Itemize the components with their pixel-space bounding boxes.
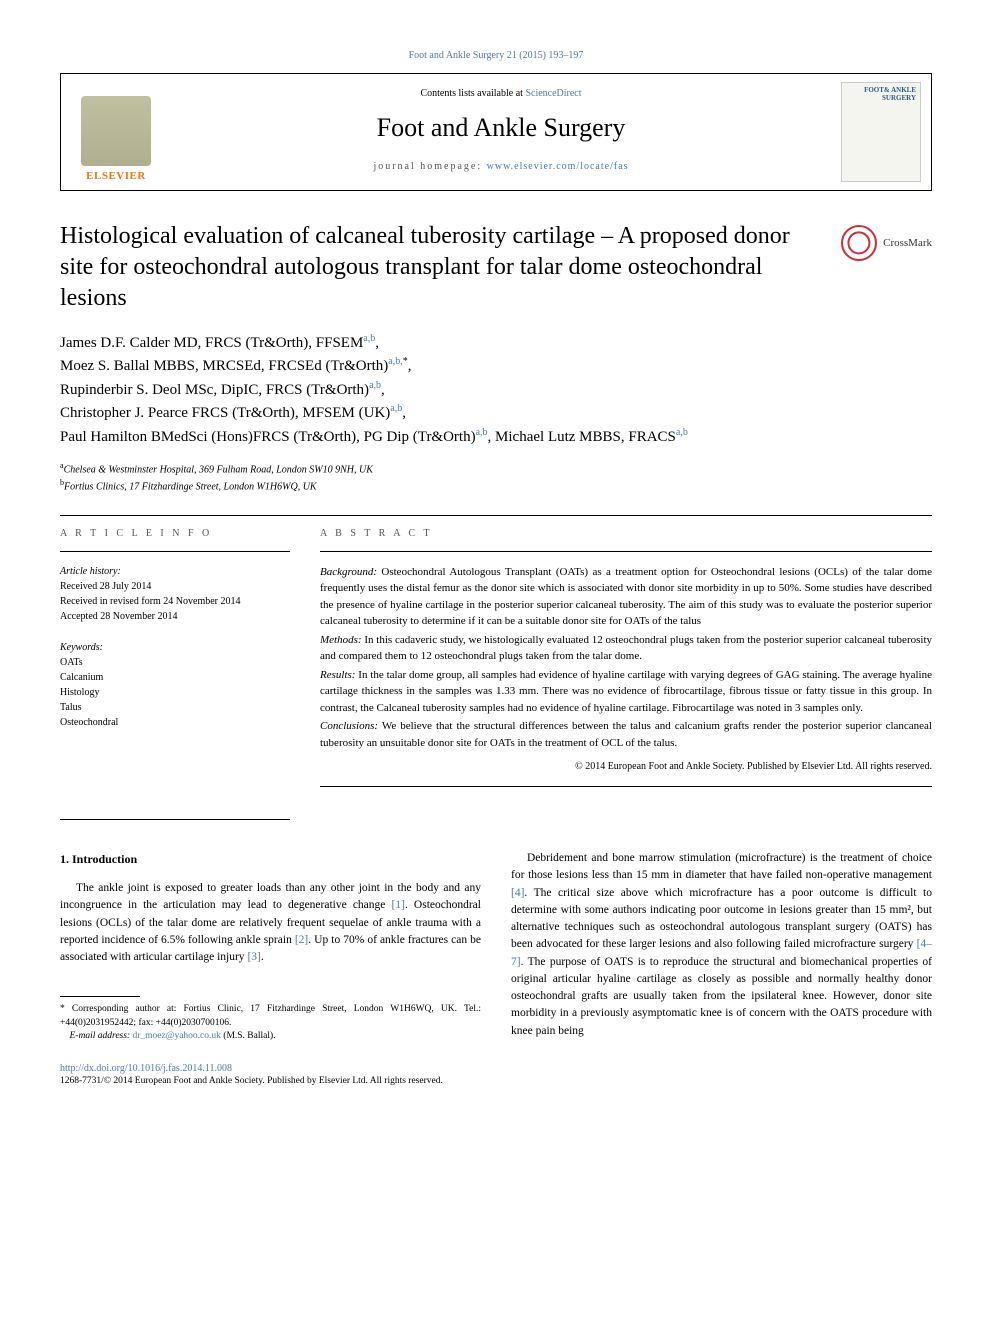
history-revised: Received in revised form 24 November 201…	[60, 594, 290, 609]
affiliations: aChelsea & Westminster Hospital, 369 Ful…	[60, 460, 932, 495]
email-suffix: (M.S. Ballal).	[221, 1031, 276, 1041]
author-4: Christopher J. Pearce FRCS (Tr&Orth), MF…	[60, 405, 390, 421]
body-text: Debridement and bone marrow stimulation …	[511, 852, 932, 881]
citation[interactable]: [3]	[247, 951, 260, 963]
corresponding-star: *	[403, 356, 408, 367]
keyword: Histology	[60, 685, 290, 700]
abstract-re-label: Results:	[320, 669, 355, 681]
publisher-logo-area: ELSEVIER	[61, 74, 171, 190]
author-6: Michael Lutz MBBS, FRACS	[495, 429, 676, 445]
divider	[320, 551, 932, 552]
contents-line: Contents lists available at ScienceDirec…	[181, 88, 821, 99]
elsevier-label: ELSEVIER	[86, 170, 146, 182]
abstract-header: A B S T R A C T	[320, 528, 932, 539]
sciencedirect-link[interactable]: ScienceDirect	[525, 88, 581, 99]
divider	[320, 786, 932, 787]
crossmark-icon	[841, 225, 877, 261]
divider	[60, 515, 932, 516]
footnote-separator	[60, 996, 140, 997]
author-3: Rupinderbir S. Deol MSc, DipIC, FRCS (Tr…	[60, 382, 369, 398]
author-4-aff: a,b	[390, 403, 402, 414]
abstract-co-text: We believe that the structural differenc…	[320, 720, 932, 749]
author-6-aff: a,b	[676, 427, 688, 438]
email-label: E-mail address:	[70, 1031, 133, 1041]
body-text: . The critical size above which microfra…	[511, 887, 932, 951]
citation[interactable]: [4]	[511, 887, 524, 899]
article-history: Article history: Received 28 July 2014 R…	[60, 564, 290, 624]
keyword: OATs	[60, 655, 290, 670]
body-column-right: Debridement and bone marrow stimulation …	[511, 850, 932, 1043]
history-received: Received 28 July 2014	[60, 579, 290, 594]
cover-thumb-title: FOOT& ANKLE SURGERY	[846, 87, 916, 102]
journal-cover-thumbnail: FOOT& ANKLE SURGERY	[841, 82, 921, 182]
homepage-link[interactable]: www.elsevier.com/locate/fas	[487, 161, 629, 172]
abstract-co-label: Conclusions:	[320, 720, 378, 732]
journal-reference: Foot and Ankle Surgery 21 (2015) 193–197	[60, 50, 932, 61]
crossmark-badge[interactable]: CrossMark	[841, 225, 932, 261]
header-center: Contents lists available at ScienceDirec…	[171, 74, 831, 190]
footnote-text: Corresponding author at: Fortius Clinic,…	[60, 1004, 481, 1027]
author-1-aff: a,b	[363, 333, 375, 344]
aff-b: Fortius Clinics, 17 Fitzhardinge Street,…	[64, 482, 317, 493]
author-3-aff: a,b	[369, 380, 381, 391]
article-title: Histological evaluation of calcaneal tub…	[60, 221, 821, 315]
history-label: Article history:	[60, 564, 290, 579]
keyword: Osteochondral	[60, 715, 290, 730]
divider	[60, 819, 290, 820]
keywords-label: Keywords:	[60, 640, 290, 655]
journal-homepage: journal homepage: www.elsevier.com/locat…	[181, 161, 821, 172]
aff-a: Chelsea & Westminster Hospital, 369 Fulh…	[64, 464, 373, 475]
keyword: Calcanium	[60, 670, 290, 685]
body-text: .	[261, 951, 264, 963]
corresponding-footnote: * Corresponding author at: Fortius Clini…	[60, 1003, 481, 1043]
authors-block: James D.F. Calder MD, FRCS (Tr&Orth), FF…	[60, 331, 932, 449]
abstract-copyright: © 2014 European Foot and Ankle Society. …	[320, 759, 932, 774]
author-2: Moez S. Ballal MBBS, MRCSEd, FRCSEd (Tr&…	[60, 358, 388, 374]
citation[interactable]: [1]	[392, 899, 405, 911]
body-text: . The purpose of OATS is to reproduce th…	[511, 956, 932, 1037]
article-info-header: A R T I C L E I N F O	[60, 528, 290, 539]
abstract-bg-text: Osteochondral Autologous Transplant (OAT…	[320, 566, 932, 628]
section-heading: 1. Introduction	[60, 850, 481, 868]
keyword: Talus	[60, 700, 290, 715]
abstract-re-text: In the talar dome group, all samples had…	[320, 669, 932, 714]
abstract-me-text: In this cadaveric study, we histological…	[320, 634, 932, 663]
cover-thumb-area: FOOT& ANKLE SURGERY	[831, 74, 931, 190]
divider	[60, 551, 290, 552]
author-5: Paul Hamilton BMedSci (Hons)FRCS (Tr&Ort…	[60, 429, 476, 445]
doi-link[interactable]: http://dx.doi.org/10.1016/j.fas.2014.11.…	[60, 1063, 232, 1074]
keywords: Keywords: OATs Calcanium Histology Talus…	[60, 640, 290, 730]
crossmark-label: CrossMark	[883, 237, 932, 249]
abstract-body: Background: Osteochondral Autologous Tra…	[320, 564, 932, 775]
journal-header: ELSEVIER Contents lists available at Sci…	[60, 73, 932, 191]
body-column-left: 1. Introduction The ankle joint is expos…	[60, 850, 481, 1043]
abstract-me-label: Methods:	[320, 634, 362, 646]
author-5-aff: a,b	[476, 427, 488, 438]
elsevier-tree-icon	[81, 96, 151, 166]
citation[interactable]: [2]	[295, 934, 308, 946]
history-accepted: Accepted 28 November 2014	[60, 609, 290, 624]
author-2-aff: a,b,	[388, 356, 402, 367]
email-link[interactable]: dr_moez@yahoo.co.uk	[132, 1031, 220, 1041]
journal-title: Foot and Ankle Surgery	[181, 113, 821, 143]
author-1: James D.F. Calder MD, FRCS (Tr&Orth), FF…	[60, 335, 363, 351]
journal-ref-link[interactable]: Foot and Ankle Surgery 21 (2015) 193–197	[409, 50, 584, 61]
abstract-bg-label: Background:	[320, 566, 377, 578]
footer-doi: http://dx.doi.org/10.1016/j.fas.2014.11.…	[60, 1063, 932, 1074]
contents-prefix: Contents lists available at	[420, 88, 525, 99]
homepage-prefix: journal homepage:	[373, 161, 486, 172]
footer-copyright: 1268-7731/© 2014 European Foot and Ankle…	[60, 1076, 932, 1086]
